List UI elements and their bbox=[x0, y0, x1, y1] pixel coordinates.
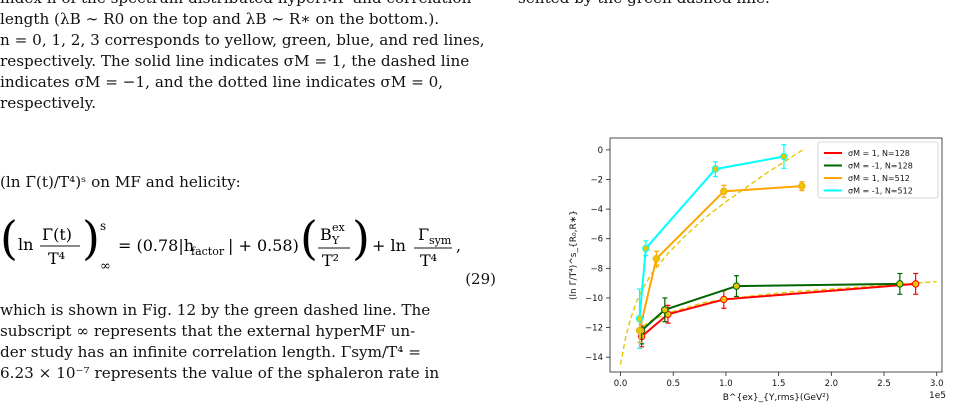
eq-b-sub: Y bbox=[331, 234, 340, 247]
figure-12: 0.0 0.5 1.0 1.5 2.0 2.5 3.0 0 −2 −4 −6 −8 −10 −12 −14 … bbox=[558, 128, 957, 414]
legend-box bbox=[817, 141, 939, 199]
eq-gamma-sub: sym bbox=[429, 234, 452, 247]
equation-intro: (ln Γ̄(t)/T⁴)ˢ on MF and helicity: bbox=[0, 173, 241, 191]
data-point bbox=[911, 280, 920, 288]
x-tick-label: 1.5 bbox=[772, 379, 786, 389]
chart-svg: 0.0 0.5 1.0 1.5 2.0 2.5 3.00−2−4−6−8−10−12−14 … bbox=[569, 137, 946, 403]
paragraph-after-equation: which is shown in Fig. 12 by the green d… bbox=[0, 300, 496, 384]
x-tick-label: 2.0 bbox=[825, 379, 839, 389]
fit-curve bbox=[619, 147, 806, 365]
data-point bbox=[661, 306, 669, 314]
eq-frac-den: T⁴ bbox=[48, 249, 65, 268]
y-tick-label: 0 bbox=[598, 146, 603, 156]
x-axis-label: B^{ex}_{Y,rms}(GeV²) bbox=[723, 393, 829, 403]
series-lines bbox=[635, 144, 920, 349]
data-point bbox=[635, 314, 644, 323]
text-line: der study has an infinite correlation le… bbox=[0, 343, 421, 361]
text-line: subscript ∞ represents that the external… bbox=[0, 322, 416, 340]
x-tick-label: 0.0 bbox=[614, 379, 628, 389]
text-line: respectively. The solid line indicates σ… bbox=[0, 52, 470, 70]
data-point bbox=[642, 244, 650, 253]
eq-comma: , bbox=[456, 236, 461, 255]
y-tick-label: −14 bbox=[585, 353, 603, 363]
data-point bbox=[720, 295, 728, 304]
equation-29: ( ln Γ̄(t) T⁴ ) s ∞ = (0.78|h factor | +… bbox=[0, 211, 496, 292]
y-tick-label: −8 bbox=[590, 264, 603, 274]
x-tick-label: 1.0 bbox=[719, 379, 733, 389]
axis-ticks: 0.0 0.5 1.0 1.5 2.0 2.5 3.0 0 −2 −4 −6 −8 −10 −12 −14 bbox=[585, 146, 943, 389]
eq-coef-tail: | + 0.58) bbox=[228, 236, 299, 255]
text-line: 6.23 × 10⁻⁷ represents the value of the … bbox=[0, 364, 440, 382]
y-tick-label: −6 bbox=[590, 235, 603, 245]
eq-gamma: Γ bbox=[418, 225, 429, 244]
data-point bbox=[780, 152, 788, 161]
series-line bbox=[638, 155, 785, 319]
x-tick-label: 2.5 bbox=[877, 379, 891, 389]
data-point bbox=[798, 182, 806, 190]
paragraph-caption-continuation: index n of the spectrum distributed hype… bbox=[0, 0, 496, 114]
text-line: length (λB ∼ R0 on the top and λB ∼ R∗ o… bbox=[0, 10, 440, 28]
text-line: which is shown in Fig. 12 by the green d… bbox=[0, 300, 496, 321]
legend-entry: σM = 1, N=512 bbox=[848, 174, 910, 183]
x-tick-label: 0.5 bbox=[666, 379, 680, 389]
eq-t4: T⁴ bbox=[420, 251, 437, 270]
eq-sup-s: s bbox=[100, 219, 106, 233]
eq-plus-ln: + ln bbox=[372, 236, 406, 255]
eq-t2: T² bbox=[322, 251, 339, 270]
left-paren-2: ( bbox=[300, 218, 318, 265]
x-tick-label: 3.0 bbox=[930, 379, 944, 389]
data-point bbox=[652, 255, 661, 263]
data-point bbox=[711, 165, 720, 173]
series-line bbox=[640, 282, 900, 332]
right-paren: ) bbox=[82, 218, 100, 265]
legend: σM = 1, N=128 σM = -1, N=128 σM = 1, N=512… bbox=[817, 141, 939, 199]
y-tick-label: −2 bbox=[590, 175, 603, 185]
data-point bbox=[732, 282, 741, 290]
y-axis-label: (ln Γ̄/T⁴)^s_{R₀,R∗} bbox=[569, 210, 579, 300]
eq-b: B bbox=[320, 225, 332, 244]
eq-ln: ln bbox=[18, 235, 33, 254]
series-line bbox=[640, 282, 916, 338]
legend-entry: σM = -1, N=128 bbox=[848, 162, 913, 171]
text-line: n = 0, 1, 2, 3 corresponds to yellow, gr… bbox=[0, 31, 485, 49]
eq-coef: = (0.78|h bbox=[118, 236, 194, 255]
equation-svg: ( ln Γ̄(t) T⁴ ) s ∞ = (0.78|h factor | +… bbox=[0, 211, 461, 274]
series-line bbox=[638, 185, 802, 331]
equation-number: (29) bbox=[465, 270, 496, 288]
y-tick-label: −10 bbox=[585, 294, 603, 304]
legend-entry: σM = 1, N=128 bbox=[848, 149, 910, 158]
eq-sub-inf: ∞ bbox=[100, 259, 111, 274]
x-axis-offset: 1e5 bbox=[929, 391, 946, 401]
y-tick-label: −4 bbox=[590, 205, 603, 215]
text-span: which is shown in Fig. 12 by the green d… bbox=[0, 301, 431, 319]
data-point bbox=[720, 187, 728, 196]
eq-frac-num: Γ̄(t) bbox=[42, 225, 72, 244]
legend-entry: σM = -1, N=512 bbox=[848, 187, 913, 196]
right-paren-2: ) bbox=[352, 218, 370, 265]
text-line: index n of the spectrum distributed hype… bbox=[0, 0, 496, 9]
paragraph-fragment: sented by the green dashed line. bbox=[518, 0, 957, 9]
data-point bbox=[896, 280, 904, 288]
eq-b-sup: ex bbox=[332, 221, 346, 234]
text-line: sented by the green dashed line. bbox=[518, 0, 957, 9]
text-line: respectively. bbox=[0, 94, 97, 112]
y-tick-label: −12 bbox=[585, 324, 603, 334]
text-line: indicates σM = −1, and the dotted line i… bbox=[0, 73, 444, 91]
eq-coef-sub: factor bbox=[191, 245, 225, 258]
left-paren: ( bbox=[0, 218, 18, 265]
